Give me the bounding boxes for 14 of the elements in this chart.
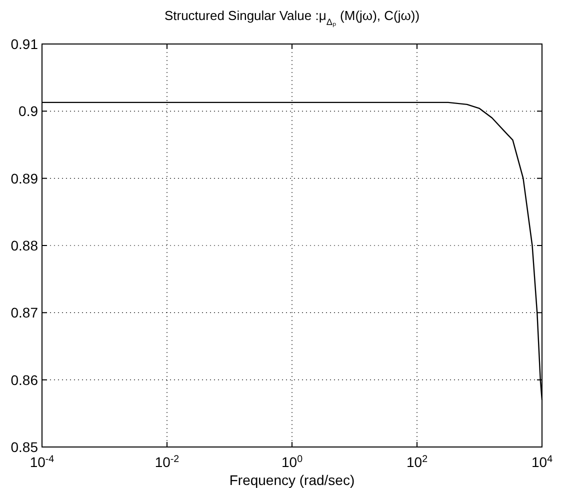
x-tick-label: 10$^{-4}$ — [30, 454, 55, 470]
chart-title: Structured Singular Value :μ$_{Δₚ}$ (M(jω), C(jω)) — [164, 8, 420, 28]
x-tick-label: 10$^{0}$ — [281, 454, 304, 470]
y-tick-label: 0.87 — [10, 304, 38, 321]
x-axis-title: Frequency (rad/sec) — [229, 472, 355, 488]
y-tick-label: 0.86 — [10, 372, 38, 388]
x-tick-label: 10$^{2}$ — [406, 454, 428, 470]
x-tick-label: 10$^{-2}$ — [154, 454, 180, 470]
y-tick-label: 0.91 — [10, 36, 38, 52]
y-tick-label: 0.9 — [18, 103, 38, 120]
y-tick-label: 0.85 — [10, 439, 38, 455]
x-tick-label: 10$^{4}$ — [531, 454, 554, 470]
y-tick-label: 0.89 — [10, 170, 38, 186]
y-tick-label: 0.88 — [10, 238, 38, 254]
